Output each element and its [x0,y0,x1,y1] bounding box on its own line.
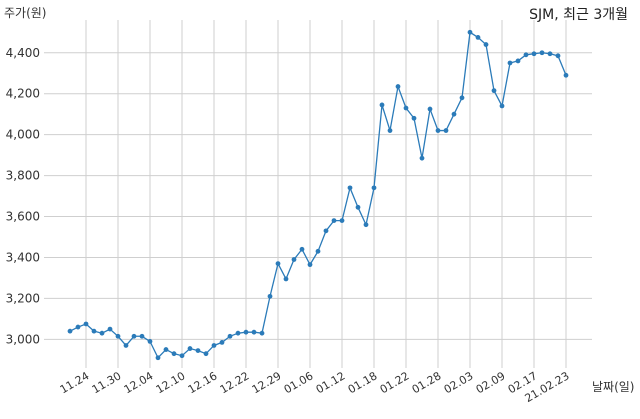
data-point [475,35,481,40]
data-point [211,343,217,348]
data-point [403,105,409,111]
data-points [67,29,569,361]
data-point [235,330,241,336]
data-point [107,326,113,332]
data-point [467,29,473,35]
x-tick-label: 12.10 [154,369,188,396]
data-point [227,333,233,339]
data-point [171,351,177,357]
data-point [195,348,201,353]
data-point [139,333,145,339]
data-point [251,329,257,335]
data-point [155,355,161,361]
data-point [531,51,537,57]
data-point [339,218,345,224]
data-point [131,333,137,339]
y-axis-ticks: 3,000 3,200 3,400 3,600 3,800 4,000 4,200 4,400 [6,46,40,347]
data-point [115,333,121,339]
data-point [83,321,89,327]
data-point [379,102,385,108]
x-tick-label: 12.04 [122,369,156,396]
chart-title: SJM, 최근 3개월 [529,7,628,23]
data-point [123,343,129,348]
x-tick-label: 02.09 [474,369,508,396]
x-tick-label: 01.18 [346,369,380,396]
data-point [363,222,369,228]
data-point [459,95,465,101]
data-point [283,276,289,282]
y-tick-label: 3,400 [6,250,40,264]
data-point [499,103,505,109]
data-point [539,50,545,56]
y-tick-label: 3,600 [6,210,40,224]
y-tick-label: 3,800 [6,169,40,183]
data-point [491,88,497,94]
x-axis-label: 날짜(일) [592,380,635,394]
data-point [67,328,73,334]
data-point [99,330,105,336]
x-tick-label: 12.22 [218,369,252,396]
data-point [395,84,401,89]
data-point [547,51,553,57]
data-point [331,218,337,224]
y-tick-label: 4,000 [6,128,40,142]
data-point [179,353,185,359]
x-tick-label: 01.28 [410,369,444,396]
data-point [203,351,209,357]
data-point [259,330,265,336]
data-point [275,261,281,266]
data-point [75,324,81,330]
x-tick-label: 12.29 [250,369,284,396]
data-point [307,262,313,268]
data-point [451,111,457,117]
x-tick-label: 02.03 [442,369,476,396]
y-axis-label: 주가(원) [4,6,47,20]
grid-lines [44,20,592,368]
data-point [267,293,273,299]
data-point [387,128,393,133]
x-tick-label: 11.30 [90,369,124,396]
data-point [91,328,97,334]
data-point [187,346,193,351]
data-point [315,248,321,254]
data-point [411,115,417,121]
data-point [483,42,489,47]
y-tick-label: 4,400 [6,46,40,60]
data-point [435,128,441,133]
data-point [163,347,169,352]
data-point [427,106,433,112]
data-point [563,72,569,78]
data-point [323,228,329,234]
y-tick-label: 3,200 [6,291,40,305]
data-point [507,60,513,66]
y-tick-label: 3,000 [6,332,40,346]
x-axis-ticks: 11.2411.3012.0412.1012.1612.2212.2901.06… [58,369,572,405]
x-tick-label: 11.24 [58,369,92,396]
data-point [419,155,425,161]
data-point [219,340,225,345]
data-point [299,246,305,252]
data-point [347,185,353,191]
x-tick-label: 12.16 [186,369,220,396]
data-point [371,185,377,191]
data-point [523,52,529,58]
data-point [443,128,449,133]
data-point [355,204,361,210]
x-tick-label: 01.06 [282,369,316,396]
data-point [291,257,297,262]
data-point [243,329,249,335]
price-line [69,31,567,359]
x-tick-label: 01.22 [378,369,412,396]
y-tick-label: 4,200 [6,87,40,101]
data-point [555,53,561,59]
data-point [147,338,153,344]
data-point [515,58,521,64]
x-tick-label: 01.12 [314,369,348,396]
